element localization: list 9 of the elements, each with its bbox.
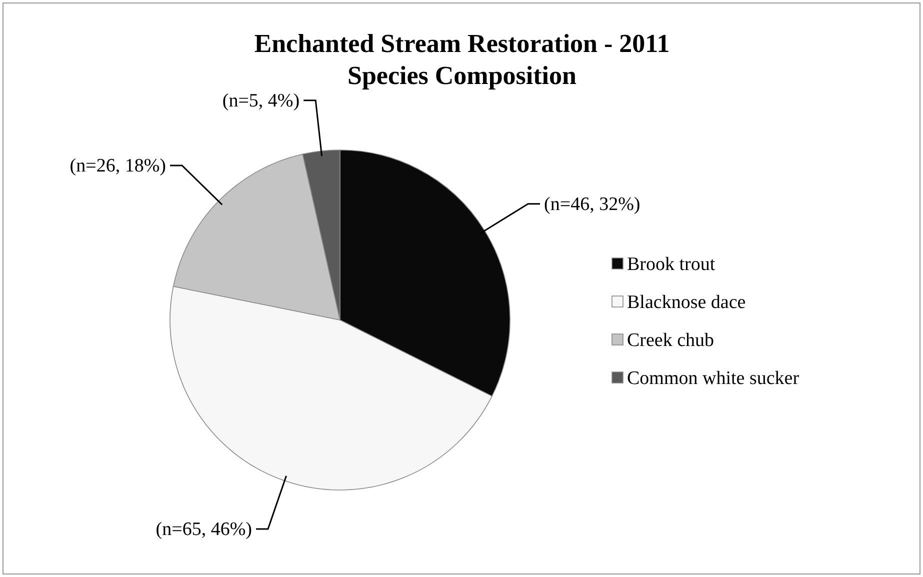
data-label: (n=26, 18%) (70, 155, 166, 176)
data-label: (n=46, 32%) (544, 194, 640, 215)
chart-title: Enchanted Stream Restoration - 2011 Species Composition (254, 29, 670, 90)
legend-label: Blacknose dace (627, 292, 746, 313)
legend-label: Brook trout (627, 254, 716, 275)
data-label: (n=65, 46%) (156, 518, 252, 540)
legend-label: Creek chub (627, 330, 714, 351)
data-label: (n=5, 4%) (222, 90, 300, 112)
legend-label: Common white sucker (627, 368, 800, 389)
